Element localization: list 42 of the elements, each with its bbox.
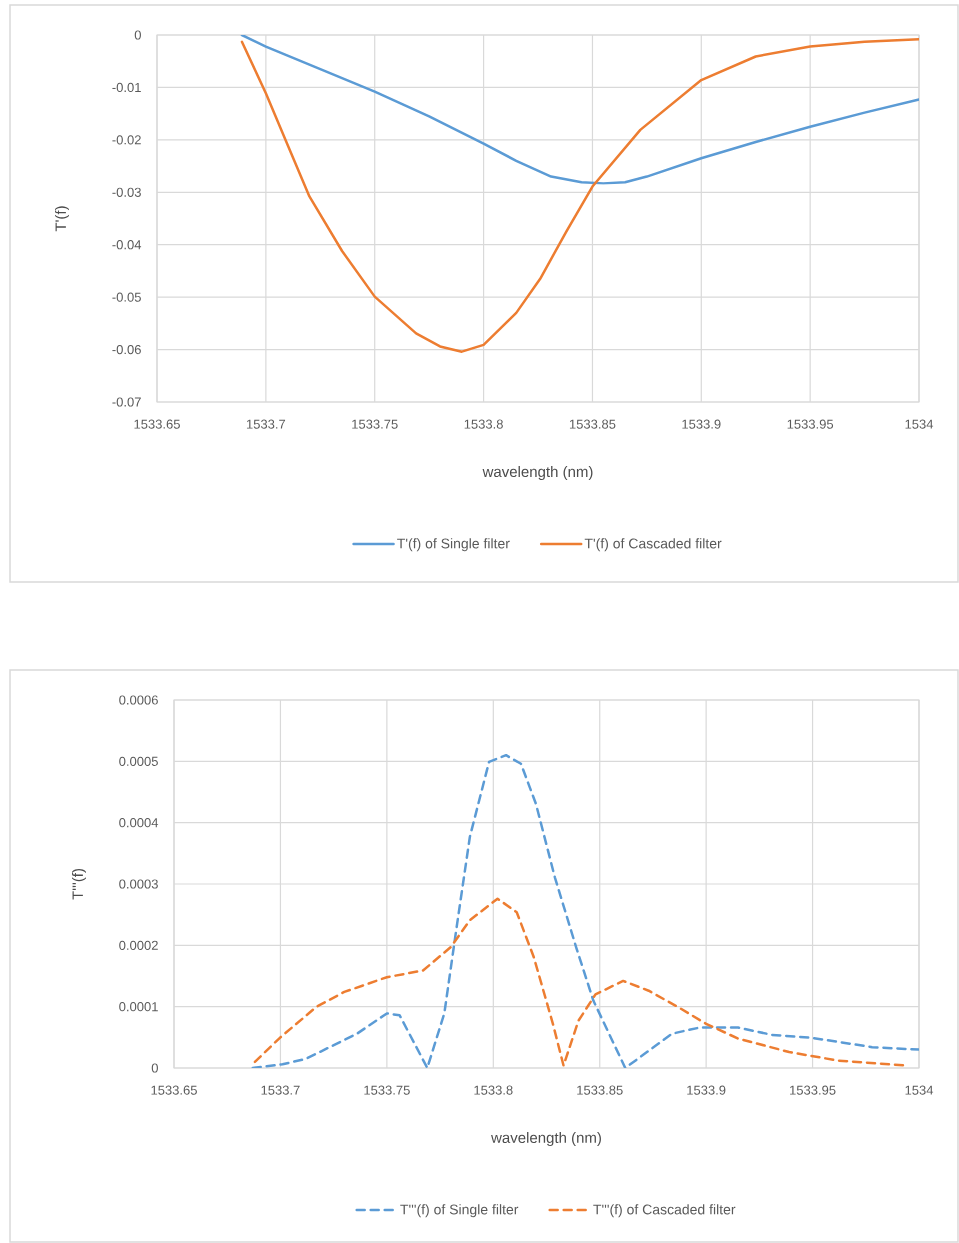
x-tick-label: 1534 [905, 419, 934, 429]
x-tick-label: 1533.9 [687, 1085, 726, 1095]
y-axis-title: T'''(f) [72, 868, 86, 900]
y-tick-label: 0 [151, 1063, 158, 1073]
x-tick-label: 1534 [905, 1085, 934, 1095]
y-tick-label: 0.0004 [119, 818, 159, 828]
y-axis-title: T'(f) [55, 206, 69, 232]
y-tick-label: 0.0002 [119, 940, 158, 950]
legend-label: T'(f) of Cascaded filter [584, 538, 722, 552]
y-tick-label: -0.03 [112, 187, 141, 197]
x-tick-label: 1533.65 [151, 1085, 197, 1095]
y-tick-label: -0.07 [112, 397, 141, 407]
x-tick-label: 1533.8 [464, 419, 503, 429]
legend-label: T'''(f) of Single filter [400, 1204, 519, 1218]
line-series [251, 753, 920, 1068]
y-tick-label: 0.0006 [119, 695, 158, 705]
y-tick-label: -0.06 [112, 344, 141, 355]
legend-label: T'''(f) of Cascaded filter [593, 1204, 736, 1218]
x-tick-label: 1533.7 [246, 419, 286, 429]
line-series [240, 37, 920, 353]
x-tick-label: 1533.95 [787, 419, 834, 429]
y-tick-label: -0.05 [112, 292, 141, 302]
y-tick-label: 0.0005 [119, 756, 158, 766]
x-tick-label: 1533.75 [352, 419, 398, 429]
y-tick-label: -0.04 [112, 240, 142, 250]
y-tick-label: 0 [134, 30, 141, 40]
x-axis-title: wavelength (nm) [491, 1132, 601, 1146]
y-tick-label: -0.01 [112, 82, 141, 93]
x-tick-label: 1533.95 [790, 1085, 836, 1095]
x-axis-title: wavelength (nm) [482, 466, 593, 480]
x-tick-label: 1533.75 [364, 1085, 410, 1095]
y-tick-label: 0.0003 [119, 879, 158, 889]
legend-label: T'(f) of Single filter [397, 538, 510, 552]
x-tick-label: 1533.85 [569, 419, 616, 429]
x-tick-label: 1533.9 [682, 419, 721, 429]
x-tick-label: 1533.65 [134, 419, 180, 429]
x-tick-label: 1533.8 [474, 1085, 513, 1095]
x-tick-label: 1533.85 [577, 1085, 623, 1095]
y-tick-label: 0.0001 [119, 1002, 158, 1012]
line-series [240, 35, 920, 185]
y-tick-label: -0.02 [112, 135, 141, 145]
x-tick-label: 1533.7 [261, 1085, 300, 1095]
